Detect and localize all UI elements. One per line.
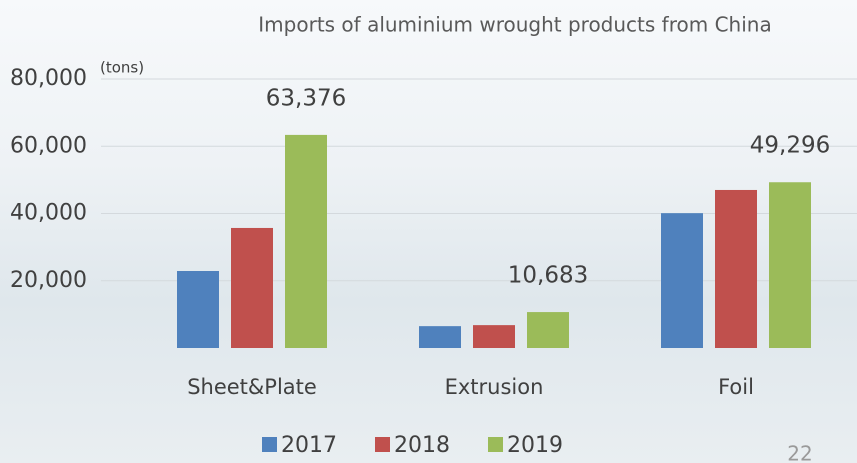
legend-label: 2018 (394, 433, 450, 458)
x-tick-label: Sheet&Plate (187, 375, 317, 399)
y-tick-label: 20,000 (10, 268, 87, 293)
value-label: 49,296 (750, 133, 830, 159)
bar (419, 326, 461, 348)
bar (285, 134, 327, 348)
page-number: 22 (787, 442, 812, 463)
bar (715, 189, 757, 348)
bar (527, 312, 569, 348)
unit-note: (tons) (100, 59, 144, 77)
x-tick-label: Foil (718, 375, 754, 399)
value-label: 63,376 (266, 85, 346, 111)
y-tick-label: 60,000 (10, 133, 87, 158)
x-tick-label: Extrusion (445, 375, 544, 399)
legend-swatch (488, 437, 503, 452)
legend-swatch (262, 437, 277, 452)
bar (661, 213, 703, 348)
bar (769, 182, 811, 348)
bar (473, 325, 515, 348)
value-label: 10,683 (508, 263, 588, 289)
bar (231, 227, 273, 348)
chart-title: Imports of aluminium wrought products fr… (258, 13, 771, 37)
y-tick-label: 80,000 (10, 66, 87, 91)
y-tick-label: 40,000 (10, 201, 87, 226)
legend-swatch (375, 437, 390, 452)
bar (177, 270, 219, 348)
legend-label: 2019 (507, 433, 563, 458)
legend-label: 2017 (281, 433, 337, 458)
